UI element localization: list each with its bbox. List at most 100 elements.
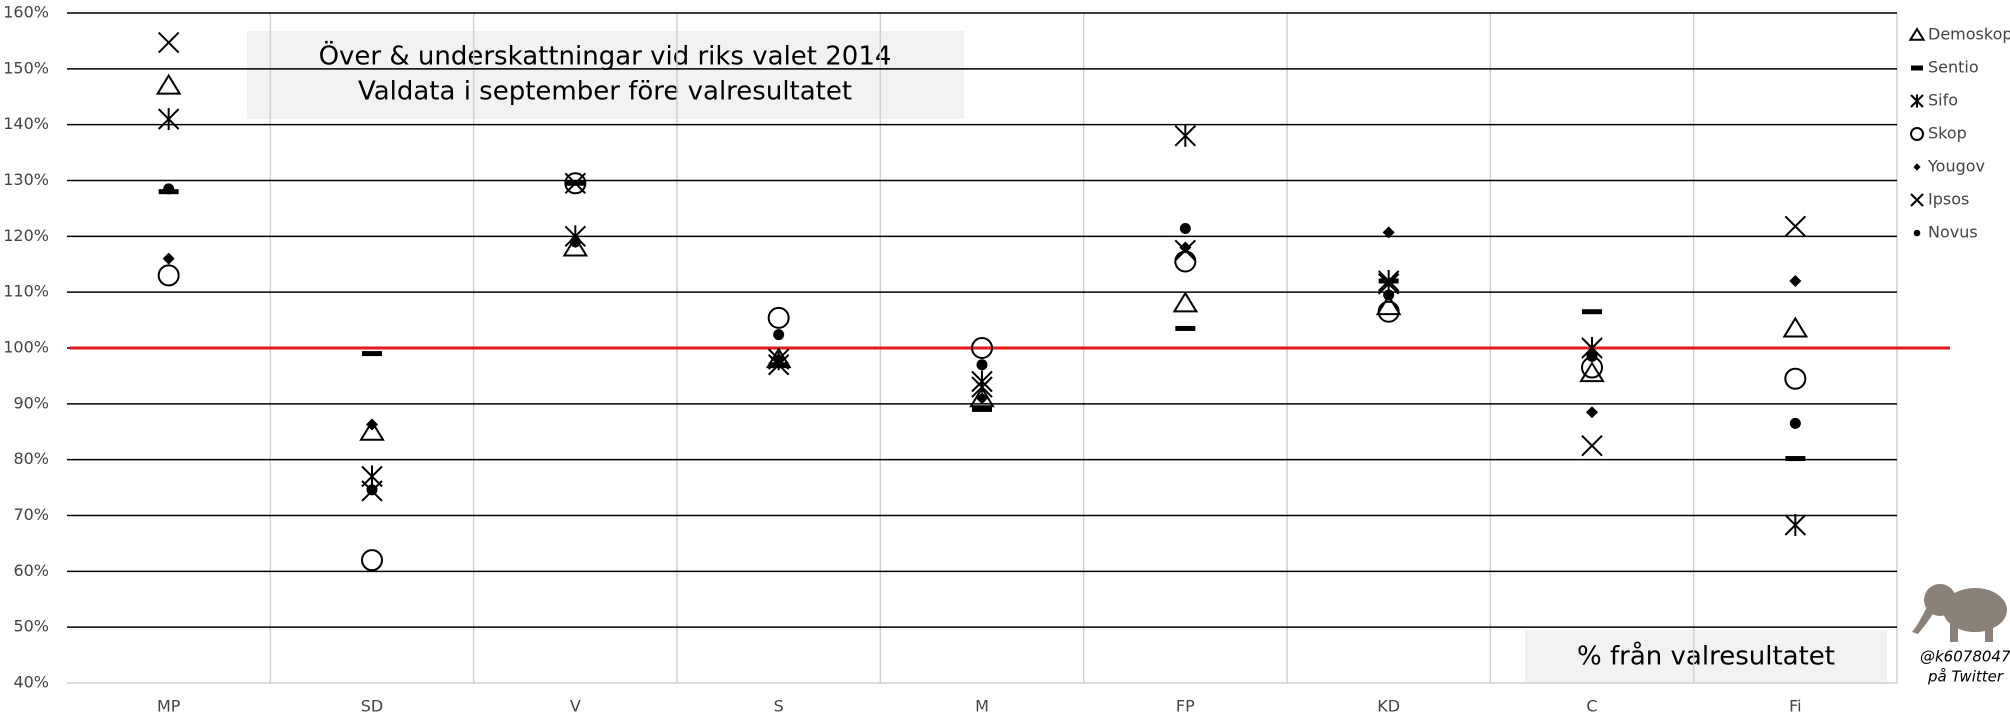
marker-dot [569, 236, 581, 248]
stroke [1910, 193, 1924, 207]
diamond [976, 392, 988, 405]
marker-x [767, 354, 790, 376]
triangle [1172, 291, 1199, 313]
marker-dash [362, 351, 382, 357]
credit: på Twitter [1927, 668, 2004, 686]
circle [971, 337, 993, 359]
marker-dash [1785, 456, 1806, 462]
legend-label: Sifo [1928, 91, 1958, 110]
marker-diamond [976, 392, 988, 405]
x-tick-label: M [975, 697, 989, 716]
marker-x [564, 172, 587, 194]
marker-x [971, 376, 993, 398]
y-tick-label: 70% [13, 505, 49, 524]
dot [1179, 223, 1191, 235]
marker-dash [1911, 65, 1923, 71]
y-tick-label: 50% [13, 617, 49, 636]
diamond [1179, 241, 1192, 254]
annotation-box [1525, 630, 1887, 683]
marker-x [1174, 239, 1197, 261]
diamond [366, 418, 378, 431]
chart-subtitle: Valdata i september före valresultatet [358, 77, 852, 107]
marker-dash [1175, 325, 1196, 331]
y-tick-label: 160% [3, 3, 49, 22]
marker-triangle [1782, 316, 1809, 338]
legend-label: Ipsos [1928, 190, 1969, 209]
diamond [1586, 406, 1598, 419]
elephant-icon [1912, 584, 2007, 642]
y-tick-label: 110% [3, 282, 49, 301]
marker-triangle [969, 386, 995, 408]
y-tick-label: 100% [3, 338, 49, 357]
credit: @k60780472 [1920, 648, 2010, 666]
marker-dot [773, 329, 785, 341]
x-tick-label: FP [1176, 697, 1195, 716]
marker-diamond [1789, 275, 1802, 287]
marker-dot [1179, 223, 1191, 235]
dash [1175, 325, 1196, 331]
triangle [562, 235, 589, 257]
marker-dot [1586, 350, 1598, 362]
triangle [1908, 27, 1926, 41]
dot [163, 183, 175, 195]
chart-title: Över & underskattningar vid riks valet 2… [319, 40, 892, 72]
triangle [1579, 361, 1605, 383]
y-tick-label: 80% [13, 449, 49, 468]
stroke [564, 172, 587, 194]
marker-triangle [1375, 294, 1402, 316]
stroke [1581, 435, 1603, 457]
circle [564, 172, 587, 195]
dot [976, 359, 988, 371]
dot [1586, 350, 1598, 362]
marker-triangle [1908, 27, 1926, 41]
circle [1910, 127, 1924, 141]
dot [773, 329, 785, 341]
dot [1789, 417, 1801, 429]
marker-diamond [1179, 241, 1192, 254]
marker-asterisk [1174, 124, 1197, 147]
dot [569, 236, 581, 248]
marker-dot [1913, 229, 1921, 237]
y-tick-label: 40% [13, 673, 49, 692]
triangle [359, 419, 385, 441]
dash [362, 351, 382, 357]
marker-asterisk [1910, 94, 1924, 108]
circle [1377, 300, 1400, 323]
title-box [247, 31, 964, 119]
marker-dot [1383, 289, 1395, 301]
diamond [1789, 275, 1802, 287]
y-tick-label: 130% [3, 170, 49, 189]
dot [366, 484, 378, 496]
y-tick-label: 60% [13, 561, 49, 580]
x-tick-label: KD [1377, 697, 1400, 716]
marker-triangle [155, 73, 182, 95]
marker-diamond [1913, 163, 1921, 171]
marker-triangle [1579, 361, 1605, 383]
dot [1913, 229, 1921, 237]
triangle [1782, 316, 1809, 338]
stroke [1377, 273, 1400, 295]
marker-triangle [359, 419, 385, 441]
marker-dot [976, 359, 988, 371]
circle [157, 264, 180, 287]
stroke [1784, 215, 1807, 237]
x-tick-label: C [1586, 697, 1597, 716]
legend-label: Skop [1928, 124, 1967, 143]
dash [1785, 456, 1806, 462]
x-tick-label: S [774, 697, 784, 716]
marker-diamond [366, 418, 378, 431]
stroke [971, 376, 993, 398]
circle [1174, 250, 1197, 273]
dash [1582, 309, 1602, 315]
marker-asterisk [1784, 513, 1807, 536]
marker-dot [1789, 417, 1801, 429]
marker-x [1784, 215, 1807, 237]
marker-x [157, 31, 180, 54]
marker-dash [1582, 309, 1602, 315]
diamond [162, 252, 175, 265]
y-tick-label: 150% [3, 58, 49, 77]
marker-diamond [162, 252, 175, 265]
marker-dash [972, 406, 992, 412]
stroke [767, 354, 790, 376]
annotation: % från valresultatet [1577, 641, 1835, 672]
